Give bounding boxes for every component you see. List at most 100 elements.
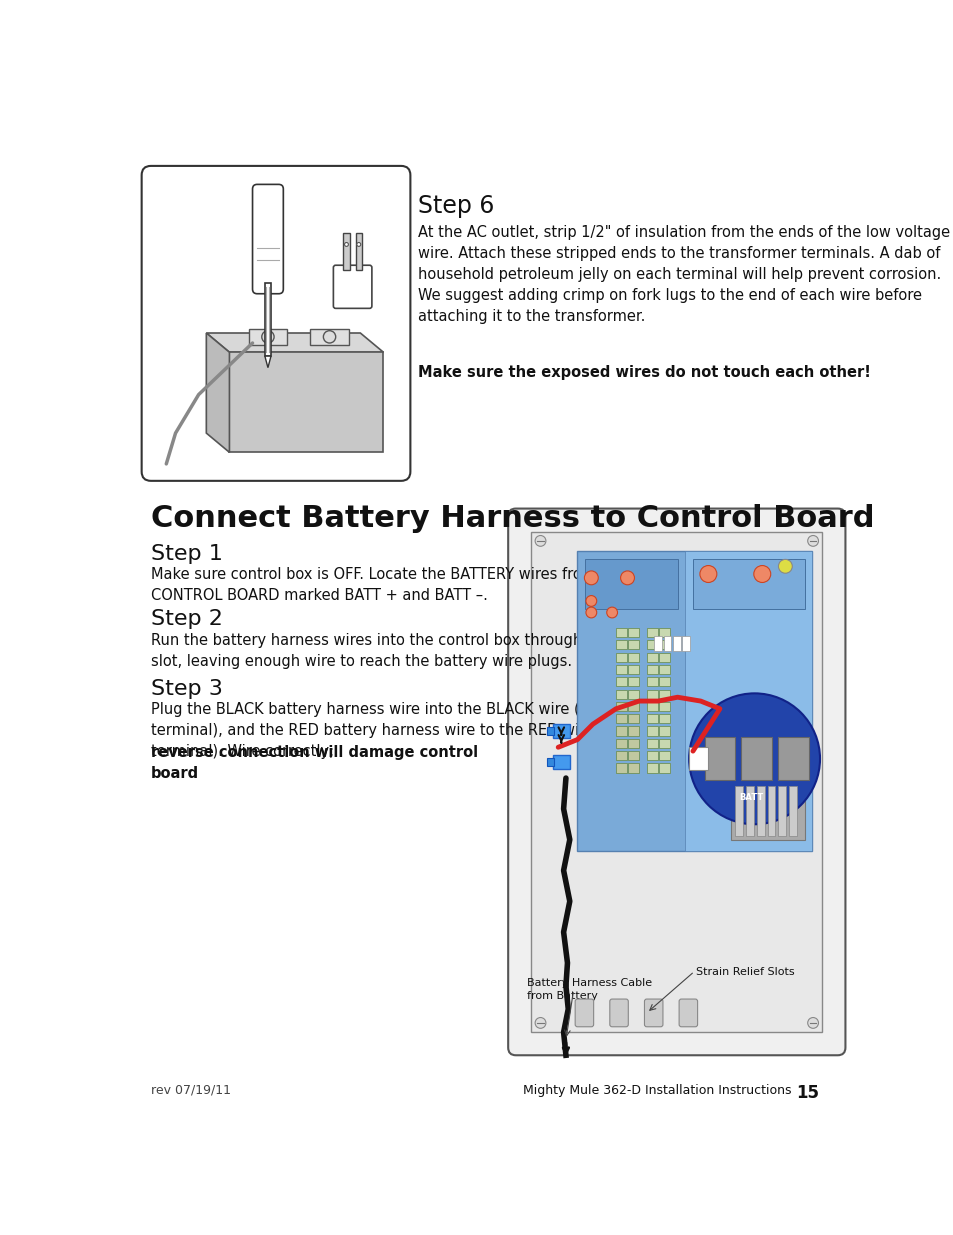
Bar (616, 677, 626, 687)
Text: Connect Battery Harness to Control Board: Connect Battery Harness to Control Board (151, 504, 874, 534)
Bar (646, 689, 657, 699)
Bar (659, 701, 669, 711)
Text: AUTO CLOSE: AUTO CLOSE (752, 585, 783, 590)
Text: 15: 15 (796, 1084, 819, 1102)
Bar (646, 677, 657, 687)
Text: Run the battery harness wires into the control box through a strain relief
slot,: Run the battery harness wires into the c… (151, 632, 683, 668)
Bar (584, 558, 677, 609)
Circle shape (585, 608, 596, 618)
Circle shape (700, 566, 716, 583)
Bar (659, 739, 669, 748)
Bar (735, 785, 742, 836)
Bar (731, 782, 803, 840)
Bar (616, 664, 626, 674)
Bar (628, 751, 639, 761)
Bar (659, 664, 669, 674)
Bar (692, 558, 803, 609)
FancyBboxPatch shape (333, 266, 372, 309)
Bar (616, 652, 626, 662)
Bar (659, 652, 669, 662)
Text: Mighty Mule 362-D Installation Instructions: Mighty Mule 362-D Installation Instructi… (522, 1084, 791, 1097)
Text: STATUS: STATUS (765, 558, 798, 568)
FancyBboxPatch shape (141, 165, 410, 480)
Bar (628, 677, 639, 687)
Text: Step 3: Step 3 (151, 679, 223, 699)
Polygon shape (265, 356, 271, 368)
Bar (310, 330, 349, 345)
Bar (646, 714, 657, 724)
Bar (659, 689, 669, 699)
Bar (628, 689, 639, 699)
Text: Make sure control box is OFF. Locate the BATTERY wires from the
CONTROL BOARD ma: Make sure control box is OFF. Locate the… (151, 567, 624, 603)
Bar (616, 689, 626, 699)
Bar (684, 551, 811, 851)
Text: reverse connection will damage control
board: reverse connection will damage control b… (151, 745, 477, 781)
Bar (628, 726, 639, 736)
Circle shape (585, 595, 596, 606)
Bar (646, 664, 657, 674)
FancyBboxPatch shape (609, 999, 628, 1026)
Bar (531, 531, 821, 1032)
Bar (646, 701, 657, 711)
Bar (778, 737, 808, 779)
Bar (616, 751, 626, 761)
Circle shape (753, 566, 770, 583)
Text: Step 2: Step 2 (151, 609, 223, 630)
Bar (628, 763, 639, 773)
Bar (756, 785, 763, 836)
Text: 2nd GPS.: 2nd GPS. (588, 593, 623, 599)
Text: Step 1: Step 1 (151, 543, 223, 564)
Bar (659, 640, 669, 650)
Bar (659, 627, 669, 637)
Bar (740, 737, 772, 779)
Circle shape (584, 571, 598, 585)
Circle shape (356, 242, 360, 246)
Bar (552, 724, 569, 739)
Bar (659, 763, 669, 773)
Bar (265, 283, 271, 356)
FancyBboxPatch shape (253, 184, 283, 294)
Bar (343, 233, 349, 270)
Bar (628, 701, 639, 711)
Text: Battery Harness Cable
from Battery: Battery Harness Cable from Battery (527, 978, 652, 1002)
Bar (672, 636, 679, 651)
Bar (646, 652, 657, 662)
FancyBboxPatch shape (508, 509, 844, 1055)
Bar (745, 785, 753, 836)
Bar (577, 551, 811, 851)
Bar (646, 763, 657, 773)
Bar (659, 677, 669, 687)
Polygon shape (206, 333, 229, 452)
Bar (616, 714, 626, 724)
Bar (659, 726, 669, 736)
Bar (616, 640, 626, 650)
Text: .: . (151, 760, 155, 774)
Bar (646, 726, 657, 736)
Bar (616, 627, 626, 637)
Text: Make sure the exposed wires do not touch each other!: Make sure the exposed wires do not touch… (417, 366, 870, 380)
Circle shape (778, 559, 792, 573)
Bar (552, 755, 569, 769)
Circle shape (620, 571, 634, 585)
Text: BATT: BATT (739, 793, 762, 803)
Bar (616, 763, 626, 773)
FancyBboxPatch shape (575, 999, 593, 1026)
Bar (646, 640, 657, 650)
Circle shape (323, 331, 335, 343)
Bar (788, 785, 796, 836)
Polygon shape (229, 352, 383, 452)
Bar (646, 739, 657, 748)
Bar (249, 330, 287, 345)
Text: rev 07/19/11: rev 07/19/11 (151, 1084, 231, 1097)
Bar (616, 739, 626, 748)
Bar (659, 751, 669, 761)
Bar (628, 664, 639, 674)
Text: OPEN > JOG > CLOSE: OPEN > JOG > CLOSE (588, 568, 646, 573)
Text: At the AC outlet, strip 1/2" of insulation from the ends of the low voltage
wire: At the AC outlet, strip 1/2" of insulati… (417, 225, 949, 325)
Bar (628, 627, 639, 637)
FancyBboxPatch shape (679, 999, 697, 1026)
Text: Step 6: Step 6 (417, 194, 494, 219)
Bar (628, 714, 639, 724)
Circle shape (688, 693, 820, 824)
Bar (628, 652, 639, 662)
